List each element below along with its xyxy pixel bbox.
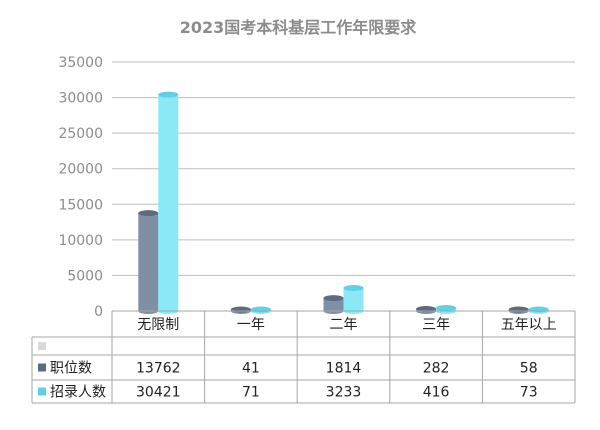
data-label: 1814 <box>326 361 362 377</box>
bar <box>250 306 271 314</box>
y-axis-ticks: 0 5000 10000 15000 20000 25000 30000 35000 <box>58 55 103 320</box>
grid-layer <box>112 61 575 276</box>
data-label: 282 <box>423 361 450 377</box>
data-label: 73 <box>520 385 538 401</box>
data-label: 13762 <box>136 361 181 377</box>
y-tick-label: 25000 <box>58 126 103 142</box>
bar <box>416 305 437 314</box>
y-tick-label: 5000 <box>67 268 103 284</box>
category-label: 三年 <box>422 317 450 333</box>
category-label: 二年 <box>330 317 358 333</box>
category-label: 无限制 <box>137 317 179 333</box>
bar <box>508 306 529 314</box>
data-label: 58 <box>520 361 538 377</box>
series-name: 职位数 <box>50 361 92 377</box>
chart-title: 2023国考本科基层工作年限要求 <box>180 18 418 37</box>
bars <box>138 91 549 314</box>
bar <box>343 284 364 314</box>
y-tick-label: 0 <box>94 304 103 320</box>
legend-swatch <box>38 363 46 372</box>
y-tick-label: 10000 <box>58 233 103 249</box>
bar <box>436 305 457 314</box>
data-label: 416 <box>423 385 450 401</box>
data-label: 71 <box>242 385 260 401</box>
y-tick-label: 30000 <box>58 91 103 107</box>
bar <box>158 91 179 314</box>
y-tick-label: 35000 <box>58 55 103 71</box>
y-tick-label: 15000 <box>58 197 103 213</box>
data-label: 41 <box>242 361 260 377</box>
bar <box>528 306 549 314</box>
bar <box>230 306 251 314</box>
series-name: 招录人数 <box>50 385 106 401</box>
bar <box>138 210 159 314</box>
legend-swatch-empty <box>38 342 46 350</box>
data-label: 30421 <box>136 385 181 401</box>
y-tick-label: 20000 <box>58 162 103 178</box>
data-label: 3233 <box>326 385 362 401</box>
category-label: 五年以上 <box>501 317 557 333</box>
legend-swatch <box>38 387 46 396</box>
category-label: 一年 <box>237 317 265 333</box>
